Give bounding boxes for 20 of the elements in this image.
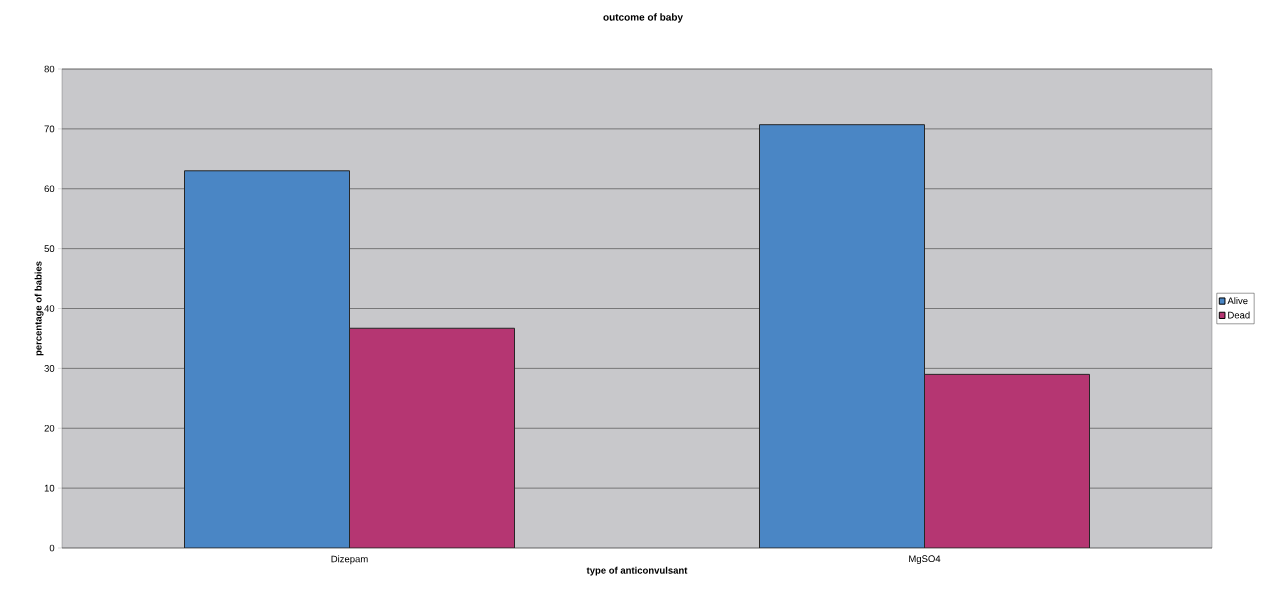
y-tick-label: 20: [44, 424, 55, 432]
y-tick-label: 30: [44, 365, 55, 372]
bar: [184, 170, 350, 548]
y-tick-label: 60: [44, 185, 55, 193]
x-axis-title: type of anticonvulsant: [586, 566, 688, 576]
y-tick-label: 0: [49, 544, 55, 552]
bar: [924, 373, 1090, 548]
chart-title: outcome of baby: [603, 13, 683, 23]
y-tick-label: 40: [44, 305, 55, 312]
y-tick-label: 80: [44, 65, 55, 73]
x-tick-label: Dizepam: [331, 555, 368, 565]
legend-label: Dead: [1228, 311, 1250, 319]
y-axis-title: percentage of babies: [34, 261, 44, 356]
legend-label: Alive: [1227, 297, 1248, 305]
y-tick-label: 10: [44, 484, 55, 492]
bar: [349, 327, 515, 548]
bar: [759, 124, 925, 548]
y-tick-label: 50: [44, 245, 55, 252]
x-tick-label: MgSO4: [909, 555, 941, 564]
y-tick-label: 70: [44, 125, 55, 133]
